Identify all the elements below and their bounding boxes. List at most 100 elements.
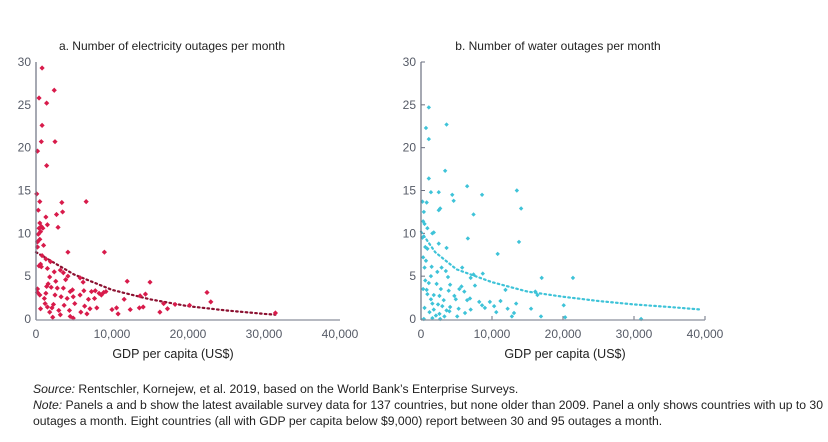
data-point — [423, 125, 429, 131]
data-point — [420, 255, 426, 260]
data-point — [455, 314, 460, 319]
data-point — [41, 295, 47, 302]
data-point — [54, 285, 60, 291]
data-point — [65, 273, 71, 279]
data-point — [423, 258, 429, 263]
data-point — [52, 292, 58, 298]
data-point — [36, 95, 42, 101]
data-point — [447, 282, 453, 287]
data-point — [66, 307, 73, 314]
data-point — [480, 271, 485, 276]
data-point — [124, 278, 130, 284]
x-tick-label: 30,000 — [246, 327, 283, 341]
data-point — [53, 211, 60, 218]
data-point — [37, 306, 44, 312]
data-point — [442, 314, 447, 319]
data-point — [436, 241, 441, 246]
y-tick-label: 20 — [18, 141, 32, 155]
data-point — [64, 295, 70, 302]
data-point — [44, 163, 50, 169]
data-point — [447, 309, 452, 314]
data-point — [434, 281, 439, 287]
data-point — [459, 265, 465, 270]
data-point — [60, 285, 66, 291]
data-point — [140, 304, 146, 310]
data-point — [37, 292, 43, 298]
data-point — [503, 287, 508, 293]
scatter-points — [420, 105, 644, 322]
data-point — [53, 278, 59, 284]
data-point — [208, 299, 214, 305]
data-point — [561, 303, 566, 308]
data-point — [91, 295, 98, 302]
data-point — [423, 278, 428, 283]
data-point — [72, 300, 78, 307]
data-point — [43, 290, 49, 296]
x-axis-ticks: 0 10,000 20,000 30,000 40,000 — [418, 316, 724, 341]
data-point — [94, 305, 100, 311]
data-point — [505, 306, 510, 311]
data-point — [127, 306, 133, 313]
data-point — [445, 274, 451, 280]
data-point — [34, 191, 40, 197]
data-point — [83, 199, 89, 205]
data-point — [430, 315, 435, 321]
x-axis-label: GDP per capita (US$) — [504, 347, 625, 361]
data-point — [42, 300, 48, 307]
data-point — [81, 288, 87, 294]
scatter-points — [34, 65, 278, 321]
data-point — [78, 309, 84, 315]
data-point — [92, 288, 98, 294]
data-point — [59, 199, 65, 206]
data-point — [157, 309, 163, 315]
data-point — [472, 283, 478, 288]
y-tick-label: 30 — [403, 55, 417, 69]
data-point — [477, 299, 482, 305]
data-point — [60, 209, 66, 215]
data-point — [436, 190, 441, 195]
note-text: Panels a and b show the latest available… — [33, 398, 823, 428]
data-point — [43, 256, 49, 262]
y-tick-label: 30 — [18, 55, 32, 69]
y-tick-label: 0 — [24, 312, 31, 326]
data-point — [38, 264, 44, 270]
data-point — [87, 306, 93, 312]
data-point — [433, 313, 439, 318]
data-point — [487, 299, 493, 305]
data-point — [441, 297, 446, 303]
data-point — [437, 206, 443, 211]
data-point — [468, 307, 473, 312]
data-point — [471, 272, 476, 277]
data-point — [57, 267, 63, 273]
y-tick-label: 25 — [403, 98, 417, 112]
data-point — [52, 139, 58, 145]
data-point — [49, 305, 55, 311]
data-point — [533, 289, 538, 294]
data-point — [528, 306, 534, 311]
panel-water-outages: b. Number of water outages per month 0 5 1… — [403, 39, 724, 361]
data-point — [431, 292, 436, 298]
data-point — [471, 212, 476, 217]
data-point — [462, 289, 467, 294]
data-point — [516, 239, 522, 245]
data-point — [422, 265, 427, 270]
x-tick-label: 40,000 — [687, 327, 724, 341]
x-tick-label: 40,000 — [322, 327, 359, 341]
data-point — [70, 294, 76, 300]
x-tick-label: 30,000 — [616, 327, 653, 341]
data-point — [462, 310, 468, 316]
data-point — [55, 224, 61, 230]
data-point — [58, 294, 64, 300]
data-point — [101, 289, 107, 296]
data-point — [113, 305, 120, 311]
data-point — [121, 296, 127, 302]
data-point — [51, 87, 57, 93]
data-point — [452, 293, 457, 299]
data-point — [147, 279, 153, 285]
data-point — [437, 311, 442, 317]
x-axis-label: GDP per capita (US$) — [112, 347, 233, 361]
data-point — [137, 293, 143, 299]
data-point — [491, 303, 497, 309]
data-point — [424, 287, 429, 293]
data-point — [47, 274, 53, 280]
